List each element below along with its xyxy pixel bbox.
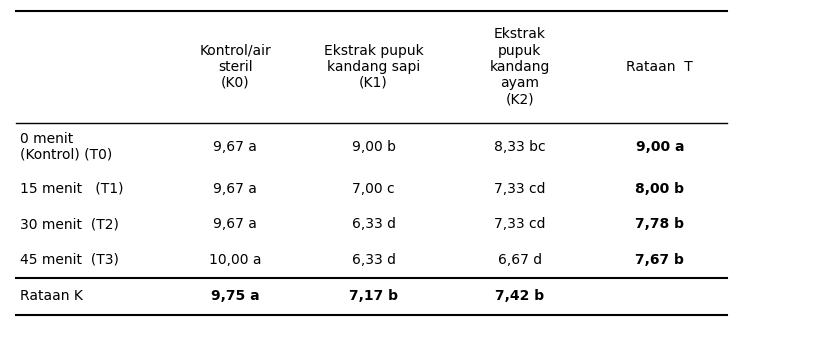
Text: 7,78 b: 7,78 b <box>635 217 685 231</box>
Text: 8,00 b: 8,00 b <box>635 182 685 196</box>
Text: 7,33 cd: 7,33 cd <box>494 182 545 196</box>
Text: 9,00 a: 9,00 a <box>636 140 684 154</box>
Text: 6,33 d: 6,33 d <box>352 253 396 267</box>
Text: 0 menit
(Kontrol) (T0): 0 menit (Kontrol) (T0) <box>20 132 112 162</box>
Text: 7,00 c: 7,00 c <box>352 182 395 196</box>
Text: 9,67 a: 9,67 a <box>213 140 257 154</box>
Text: 30 menit  (T2): 30 menit (T2) <box>20 217 119 231</box>
Text: Ekstrak pupuk
kandang sapi
(K1): Ekstrak pupuk kandang sapi (K1) <box>324 43 423 90</box>
Text: 9,00 b: 9,00 b <box>352 140 396 154</box>
Text: 9,75 a: 9,75 a <box>211 289 260 303</box>
Text: Rataan  T: Rataan T <box>627 60 694 74</box>
Text: Kontrol/air
steril
(K0): Kontrol/air steril (K0) <box>199 43 271 90</box>
Text: 7,17 b: 7,17 b <box>349 289 398 303</box>
Text: 10,00 a: 10,00 a <box>209 253 261 267</box>
Text: 15 menit   (T1): 15 menit (T1) <box>20 182 124 196</box>
Text: 7,33 cd: 7,33 cd <box>494 217 545 231</box>
Text: 6,67 d: 6,67 d <box>497 253 541 267</box>
Text: 7,67 b: 7,67 b <box>636 253 685 267</box>
Text: 8,33 bc: 8,33 bc <box>494 140 545 154</box>
Text: 45 menit  (T3): 45 menit (T3) <box>20 253 119 267</box>
Text: 7,42 b: 7,42 b <box>495 289 545 303</box>
Text: 9,67 a: 9,67 a <box>213 217 257 231</box>
Text: 9,67 a: 9,67 a <box>213 182 257 196</box>
Text: 6,33 d: 6,33 d <box>352 217 396 231</box>
Text: Ekstrak
pupuk
kandang
ayam
(K2): Ekstrak pupuk kandang ayam (K2) <box>489 27 549 106</box>
Text: Rataan K: Rataan K <box>20 289 83 303</box>
